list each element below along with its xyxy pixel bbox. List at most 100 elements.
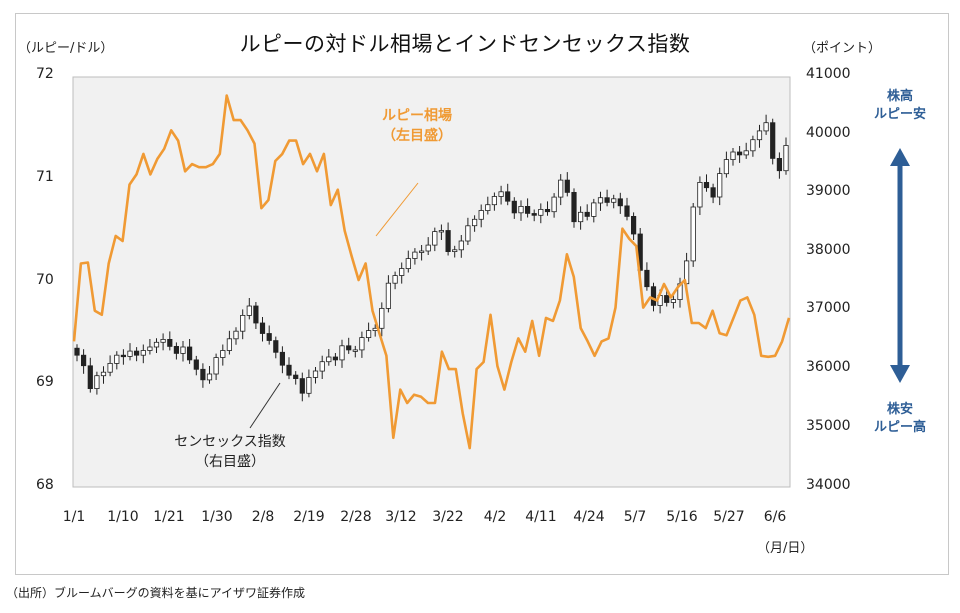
top-arrow-label: 株高 ルピー安 bbox=[865, 88, 935, 124]
sensex-candle bbox=[279, 351, 286, 366]
x-tick: 5/27 bbox=[713, 509, 745, 525]
sensex-candle bbox=[611, 198, 617, 203]
sensex-annotation-line: センセックス指数 bbox=[174, 434, 286, 450]
sensex-candle bbox=[240, 314, 246, 332]
sensex-candle bbox=[226, 338, 232, 351]
sensex-candle bbox=[193, 359, 199, 370]
sensex-candle bbox=[776, 157, 783, 172]
sensex-candle bbox=[717, 173, 723, 198]
sensex-candle bbox=[737, 151, 743, 156]
sensex-candle bbox=[173, 345, 179, 354]
sensex-candle bbox=[564, 179, 570, 193]
sensex-candle bbox=[531, 213, 537, 216]
sensex-candle bbox=[332, 356, 339, 361]
left-tick: 72 bbox=[36, 66, 54, 82]
sensex-candle bbox=[465, 225, 471, 242]
sensex-candle bbox=[352, 349, 358, 352]
sensex-candle bbox=[405, 258, 411, 270]
sensex-candle bbox=[120, 354, 126, 358]
rupee-line bbox=[72, 94, 791, 450]
sensex-candle bbox=[617, 198, 623, 207]
x-tick: 1/1 bbox=[62, 509, 86, 525]
sensex-candle bbox=[127, 350, 133, 357]
x-tick: 5/16 bbox=[666, 509, 698, 525]
sensex-candle bbox=[571, 191, 577, 223]
sensex-annotation: センセックス指数 （右目盛） bbox=[160, 432, 300, 472]
sensex-candle bbox=[558, 179, 564, 198]
x-tick: 2/8 bbox=[251, 509, 275, 525]
sensex-candle bbox=[690, 206, 696, 262]
sensex-candle bbox=[578, 211, 584, 223]
sensex-candle bbox=[412, 251, 418, 259]
right-tick: 39000 bbox=[806, 183, 851, 199]
sensex-candle bbox=[756, 130, 763, 141]
sensex-candle bbox=[518, 205, 524, 214]
sensex-candle bbox=[180, 346, 186, 354]
rupee-annotation-line: ルピー相場 bbox=[382, 108, 452, 124]
sensex-candle bbox=[385, 282, 392, 309]
sensex-candle bbox=[703, 181, 710, 189]
sensex-candle bbox=[631, 215, 637, 235]
sensex-candle bbox=[167, 338, 173, 347]
sensex-candle bbox=[445, 230, 451, 253]
top-arrow-label-line: ルピー安 bbox=[873, 107, 926, 122]
sensex-candle bbox=[253, 305, 259, 324]
sensex-annotation-line: （右目盛） bbox=[195, 454, 265, 470]
sensex-candle bbox=[432, 231, 438, 246]
x-tick: 6/6 bbox=[763, 509, 787, 525]
sensex-candle bbox=[650, 286, 657, 306]
sensex-candle bbox=[491, 196, 498, 206]
left-axis-unit: （ルピー/ドル） bbox=[18, 41, 114, 56]
sensex-candle bbox=[100, 371, 107, 377]
right-tick: 35000 bbox=[806, 418, 851, 434]
left-tick: 71 bbox=[36, 169, 54, 185]
sensex-candle bbox=[359, 337, 365, 351]
x-tick: 4/11 bbox=[525, 509, 557, 525]
top-arrow-label-line: 株高 bbox=[886, 89, 913, 104]
sensex-candle bbox=[107, 362, 113, 373]
sensex-candle bbox=[213, 357, 219, 375]
x-tick: 4/24 bbox=[573, 509, 605, 525]
sensex-candle bbox=[538, 208, 544, 216]
sensex-candle bbox=[160, 338, 166, 343]
sensex-candle bbox=[81, 354, 87, 367]
sensex-candle bbox=[525, 205, 531, 214]
rupee-annotation-line: （左目盛） bbox=[382, 128, 452, 144]
sensex-candle bbox=[94, 375, 100, 390]
arrow-up-icon bbox=[890, 148, 910, 166]
sensex-candle bbox=[286, 364, 292, 376]
bottom-arrow-label: 株安 ルピー高 bbox=[865, 401, 935, 437]
sensex-candle bbox=[478, 210, 484, 220]
left-tick: 68 bbox=[36, 477, 54, 493]
x-tick: 1/21 bbox=[153, 509, 185, 525]
x-tick: 3/22 bbox=[432, 509, 464, 525]
sensex-candle bbox=[306, 377, 312, 394]
sensex-candle bbox=[452, 249, 458, 253]
rupee-annotation: ルピー相場 （左目盛） bbox=[358, 106, 476, 146]
x-tick: 2/28 bbox=[340, 509, 372, 525]
sensex-candle bbox=[273, 340, 279, 353]
chart-title: ルピーの対ドル相場とインドセンセックス指数 bbox=[239, 32, 691, 56]
sensex-candle bbox=[339, 345, 345, 361]
x-tick: 3/12 bbox=[385, 509, 417, 525]
sensex-candle bbox=[644, 269, 650, 288]
sensex-candle bbox=[597, 197, 604, 204]
sensex-candle bbox=[87, 365, 93, 389]
x-tick: 5/7 bbox=[623, 509, 647, 525]
sensex-candle bbox=[544, 208, 551, 213]
sensex-candles bbox=[74, 114, 789, 402]
sensex-candle bbox=[498, 191, 504, 197]
sensex-candle bbox=[259, 322, 266, 334]
sensex-candle bbox=[783, 145, 789, 172]
sensex-candle bbox=[584, 211, 590, 217]
left-tick: 69 bbox=[36, 374, 54, 390]
sensex-candle bbox=[743, 150, 749, 156]
right-tick: 36000 bbox=[806, 359, 851, 375]
sensex-candle bbox=[319, 361, 325, 372]
sensex-candle bbox=[770, 122, 776, 159]
bottom-arrow-label-line: ルピー高 bbox=[873, 420, 926, 435]
x-tick: 2/19 bbox=[293, 509, 325, 525]
sensex-candle bbox=[365, 330, 372, 339]
right-tick: 41000 bbox=[806, 66, 851, 82]
sensex-candle bbox=[763, 122, 769, 132]
